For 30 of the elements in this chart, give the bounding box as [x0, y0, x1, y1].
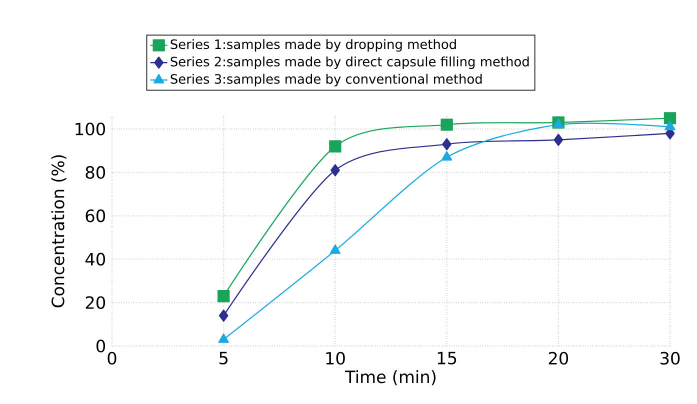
point [440, 118, 453, 131]
x-tick-label: 30 [660, 352, 680, 365]
point [554, 134, 564, 146]
x-tick-label: 20 [548, 352, 568, 365]
point [330, 244, 341, 254]
point [330, 164, 340, 176]
point [329, 140, 342, 152]
point [442, 138, 452, 150]
point [664, 120, 676, 130]
legend-label: Series 2:samples made by direct capsule filling method [170, 56, 529, 69]
point [441, 151, 452, 161]
legend-label: Series 3:samples made by conventional method [170, 74, 482, 86]
x-tick-label: 10 [326, 352, 345, 365]
point [664, 112, 676, 124]
x-tick-label: 5 [220, 352, 228, 364]
y-tick-label: 40 [85, 252, 106, 266]
point [553, 118, 564, 128]
x-tick-label: 15 [438, 352, 456, 364]
x-tick-label: 0 [108, 352, 116, 365]
y-tick-label: 60 [86, 209, 106, 222]
point [218, 333, 229, 343]
point [218, 310, 228, 322]
y-tick-label: 80 [86, 166, 106, 179]
y-tick-label: 100 [76, 122, 106, 136]
y-tick-label: 20 [86, 296, 106, 310]
point [218, 290, 230, 302]
y-axis-title: Concentration (%) [51, 155, 66, 308]
legend-label: Series 1:samples made by dropping method [170, 39, 456, 52]
x-axis-title: Time (min) [344, 370, 436, 386]
y-tick-label: 0 [96, 340, 106, 352]
